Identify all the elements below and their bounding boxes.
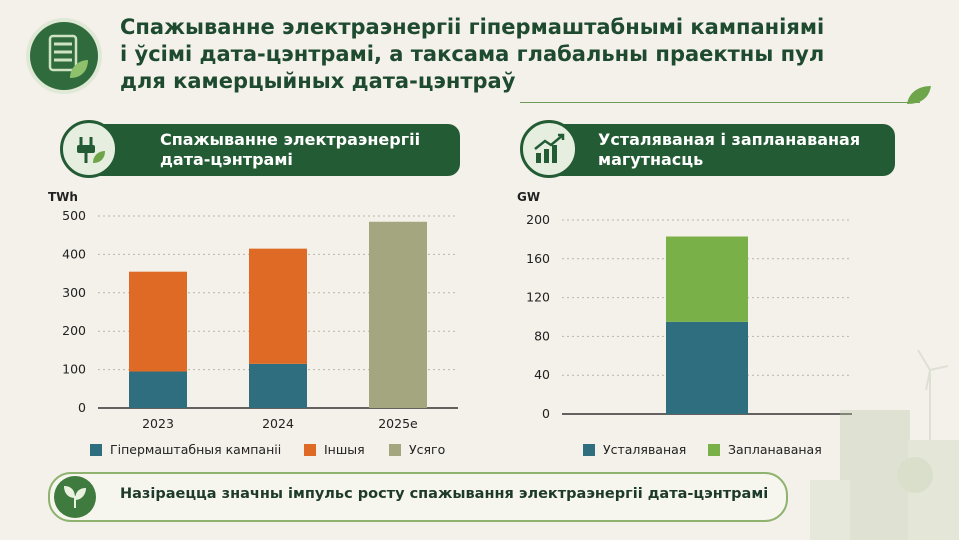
y-tick-label: 300 (62, 285, 86, 300)
legend-total: Усяго (389, 442, 445, 457)
title-line-2: і ўсімі дата-цэнтрамі, а таксама глабаль… (120, 42, 825, 66)
legend-other-label: Іншыя (324, 442, 365, 457)
y-tick-label: 200 (62, 323, 86, 338)
y-tick-label: 100 (62, 362, 86, 377)
leaves-icon (54, 476, 96, 518)
y-tick-label: 500 (62, 208, 86, 223)
page-title: Спажыванне электраэнергіі гіпермаштабным… (120, 14, 860, 95)
growth-chart-icon (520, 120, 578, 178)
capacity-title-line-2: магутнасць (598, 150, 704, 169)
bar-Запланаваная (666, 236, 748, 322)
left-chart-unit: TWh (48, 190, 78, 204)
legend-installed-swatch (583, 443, 595, 456)
right-chart-unit: GW (517, 190, 541, 204)
y-tick-label: 400 (62, 246, 86, 261)
y-tick-label: 160 (526, 251, 550, 266)
legend-planned-label: Запланаваная (728, 442, 822, 457)
capacity-title-line-1: Усталяваная і запланаваная (598, 130, 861, 149)
leaf-icon (905, 84, 933, 110)
bar-Іншыя (129, 271, 187, 372)
server-leaf-logo-icon (30, 22, 98, 90)
y-tick-label: 40 (534, 367, 550, 382)
capacity-panel-header: Усталяваная і запланаваная магутнасць (550, 124, 895, 176)
legend-total-label: Усяго (409, 442, 446, 457)
bar-Усталяваная (666, 321, 748, 414)
x-tick-label: 2025e (378, 416, 418, 431)
bar-Гіпермаштабныя кампаніі (129, 371, 187, 408)
legend-hyperscale-label: Гіпермаштабныя кампаніі (110, 442, 282, 457)
legend-total-swatch (389, 443, 401, 456)
plug-leaf-icon (60, 120, 118, 178)
bar-Гіпермаштабныя кампаніі (249, 363, 307, 408)
legend-installed: Усталяваная (583, 442, 686, 457)
x-tick-label: 2024 (262, 416, 294, 431)
y-tick-label: 120 (526, 290, 550, 305)
footer-banner (48, 472, 788, 522)
legend-planned-swatch (708, 443, 720, 456)
title-line-3: для камерцыйных дата-цэнтраў (120, 69, 516, 93)
y-tick-label: 0 (78, 400, 86, 415)
consumption-title-line-2: дата-цэнтрамі (160, 150, 293, 169)
title-line-1: Спажыванне электраэнергіі гіпермаштабным… (120, 15, 825, 39)
consumption-title-line-1: Спажыванне электраэнергіі (160, 130, 421, 149)
title-divider (520, 102, 920, 103)
legend-planned: Запланаваная (708, 442, 822, 457)
y-tick-label: 80 (534, 328, 550, 343)
x-tick-label: 2023 (142, 416, 174, 431)
footer-text: Назіраецца значны імпульс росту спажыван… (120, 486, 769, 502)
city-illustration (810, 349, 959, 540)
consumption-panel-header: Спажыванне электраэнергіі дата-цэнтрамі (90, 124, 460, 176)
legend-other: Іншыя (304, 442, 365, 457)
legend-installed-label: Усталяваная (603, 442, 687, 457)
y-tick-label: 200 (526, 212, 550, 227)
legend-hyperscale: Гіпермаштабныя кампаніі (90, 442, 281, 457)
bar-Усяго (369, 221, 427, 408)
legend-hyperscale-swatch (90, 443, 102, 456)
legend-other-swatch (304, 443, 316, 456)
y-tick-label: 0 (542, 406, 550, 421)
bar-Іншыя (249, 248, 307, 364)
